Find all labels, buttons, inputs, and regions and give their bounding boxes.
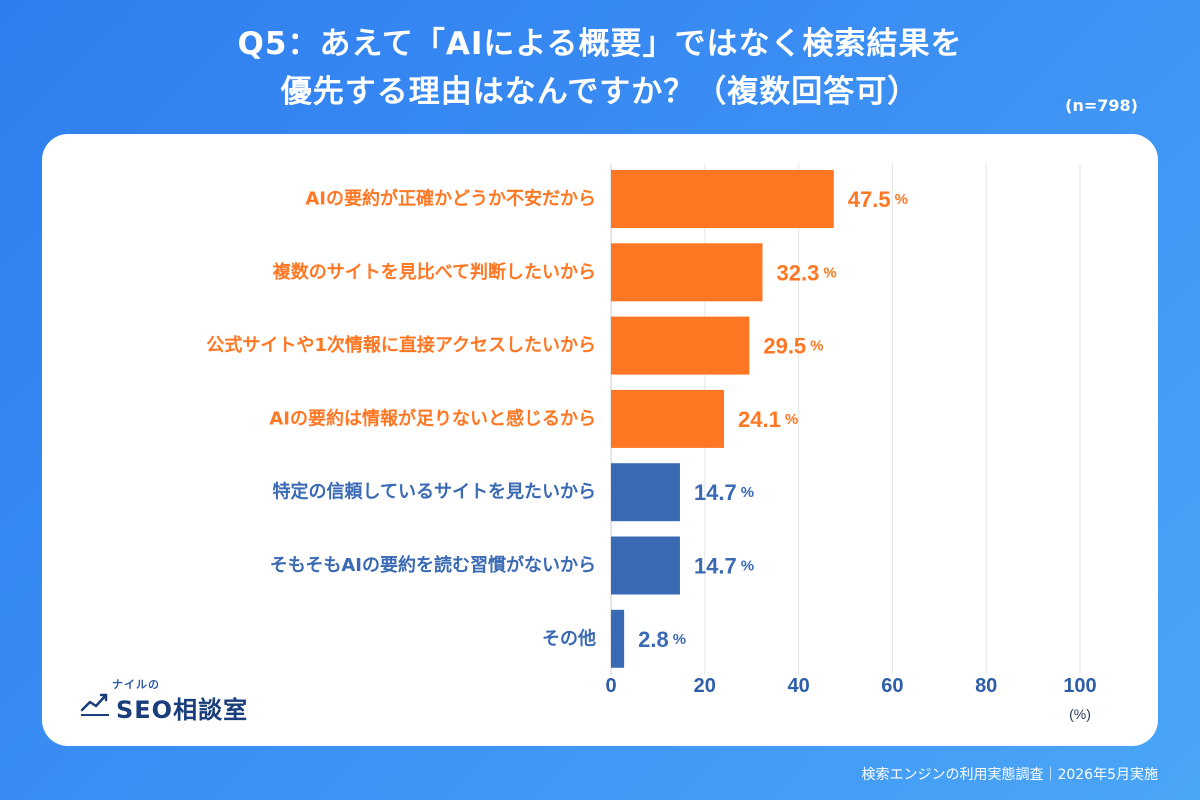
x-tick-label: 80	[975, 675, 997, 697]
data-label: 29.5%	[763, 333, 823, 358]
x-tick-label: 0	[605, 675, 616, 697]
category-label: そもそもAIの要約を読む習慣がないから	[270, 554, 596, 576]
source-note: 検索エンジンの利用実態調査｜2026年5月実施	[861, 767, 1158, 783]
title-line-1: Q5：あえて「AIによる概要」ではなく検索結果を	[237, 26, 963, 62]
x-tick-label: 100	[1063, 675, 1096, 697]
x-axis-label: (%)	[1069, 706, 1091, 722]
data-label: 24.1%	[738, 406, 798, 431]
title-line-2: 優先する理由はなんですか？（複数回答可）	[280, 74, 920, 110]
data-label: 47.5%	[848, 187, 908, 212]
data-label: 14.7%	[694, 553, 754, 578]
category-label: AIの要約が正確かどうか不安だから	[305, 188, 596, 210]
x-tick-label: 60	[881, 675, 903, 697]
bar-chart: AIの要約が正確かどうか不安だから 47.5 % 複数のサイトを見比べて判断したいから…	[206, 164, 1097, 722]
bar	[611, 170, 834, 228]
category-label: 複数のサイトを見比べて判断したいから	[272, 261, 596, 283]
chart-card: AIの要約が正確かどうか不安だから 47.5% 複数のサイトを見比べて判断したいから…	[42, 134, 1158, 746]
category-label: AIの要約は情報が足りないと感じるから	[269, 407, 596, 429]
logo-main-text: SEO相談室	[116, 696, 249, 724]
sample-size: (n=798)	[1065, 96, 1138, 115]
data-label: 2.8%	[638, 626, 686, 651]
chart-title: Q5：あえて「AIによる概要」ではなく検索結果を 優先する理由はなんですか？（複…	[0, 20, 1200, 116]
logo: ナイルの SEO相談室	[80, 676, 247, 724]
bar	[611, 536, 680, 595]
category-label: その他	[542, 627, 596, 649]
bar	[611, 389, 725, 448]
bar	[611, 316, 750, 375]
data-label: 14.7%	[694, 480, 754, 505]
bar	[611, 243, 763, 302]
trend-chart-icon	[80, 693, 109, 716]
x-tick-label: 40	[787, 675, 809, 697]
bar	[611, 463, 680, 522]
bar	[611, 609, 625, 668]
category-label: 公式サイトや1次情報に直接アクセスしたいから	[206, 334, 596, 356]
x-tick-label: 20	[694, 675, 716, 697]
data-label: 32.3%	[776, 260, 836, 285]
category-label: 特定の信頼しているサイトを見たいから	[273, 481, 596, 503]
logo-small-text: ナイルの	[112, 678, 160, 691]
